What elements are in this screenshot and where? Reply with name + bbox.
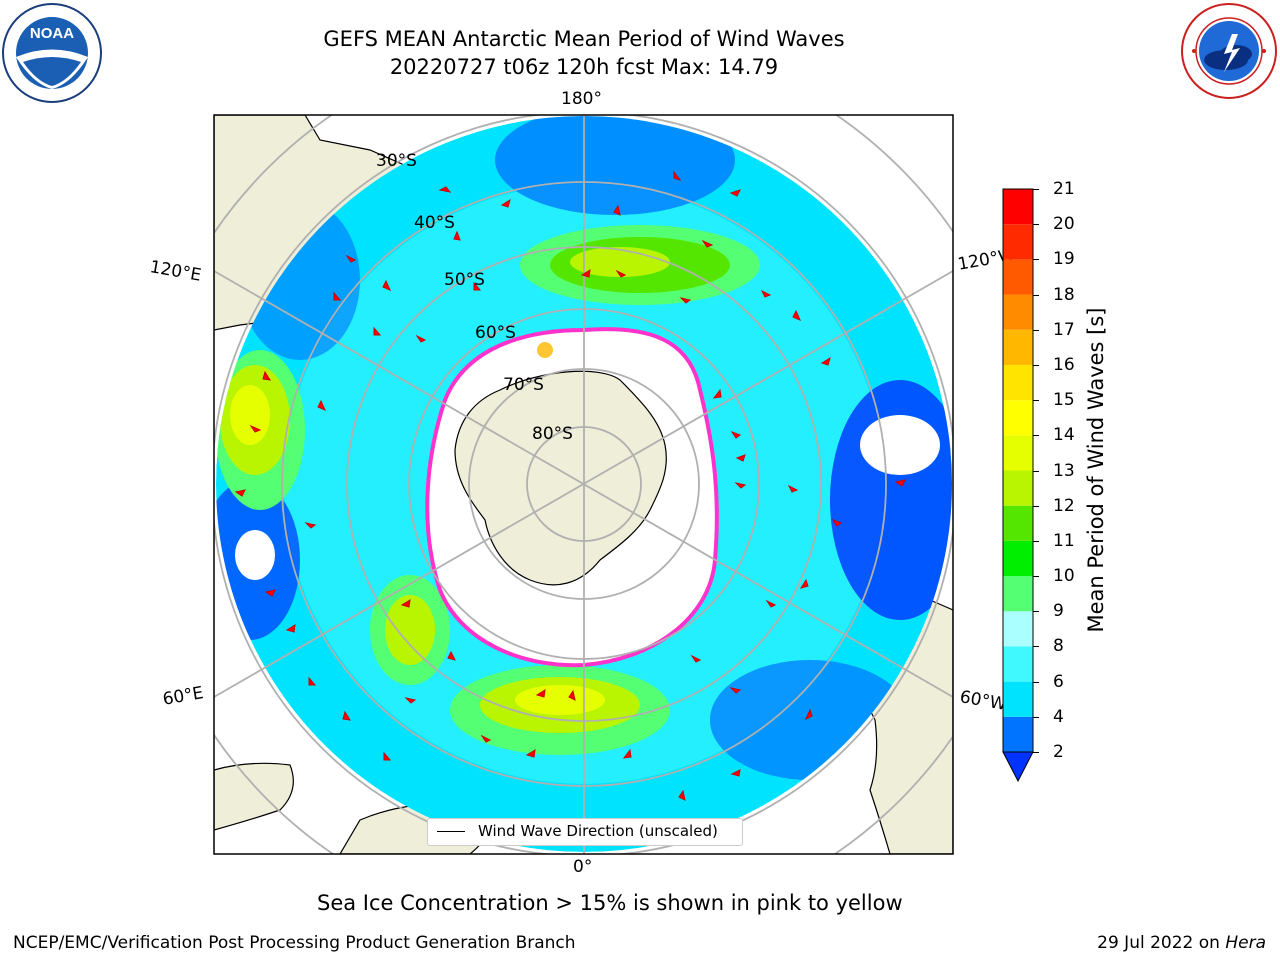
colorbar-tick-label: 20 — [1053, 214, 1075, 235]
antarctica — [454, 370, 667, 586]
colorbar-tick-mark — [1033, 294, 1039, 296]
colorbar-tick-mark — [1033, 716, 1039, 718]
colorbar-segment — [1003, 224, 1033, 260]
colorbar-tick-mark — [1033, 224, 1039, 226]
map-title: GEFS MEAN Antarctic Mean Period of Wind … — [323, 27, 845, 51]
colorbar-tick-label: 4 — [1053, 706, 1064, 727]
colorbar-tick-mark — [1033, 611, 1039, 613]
colorbar-segment — [1003, 364, 1033, 401]
colorbar-segment — [1003, 646, 1033, 682]
nws-logo — [1180, 2, 1278, 100]
footer-date: 29 Jul 2022 on Hera — [1097, 933, 1266, 953]
colorbar-tick-mark — [1033, 189, 1039, 190]
colorbar-segment — [1003, 716, 1033, 752]
colorbar-tick-label: 12 — [1053, 495, 1075, 516]
colorbar-tick-label: 8 — [1053, 636, 1064, 657]
lat-label-80s: 80°S — [532, 424, 573, 444]
colorbar-segment — [1003, 329, 1033, 365]
colorbar-segment — [1003, 435, 1033, 471]
colorbar-tick-mark — [1033, 470, 1039, 472]
colorbar-segment — [1003, 400, 1033, 436]
colorbar-segment — [1003, 294, 1033, 330]
colorbar-segment — [1003, 611, 1033, 647]
colorbar-tick-label: 6 — [1053, 671, 1064, 692]
colorbar-segment — [1003, 259, 1033, 295]
colorbar-tick-label: 2 — [1053, 742, 1064, 762]
colorbar-tick-label: 17 — [1053, 319, 1075, 340]
lat-label-40s: 40°S — [414, 213, 455, 233]
colorbar-tick-mark — [1033, 435, 1039, 437]
colorbar-tick-label: 18 — [1053, 284, 1075, 305]
colorbar-tick-label: 21 — [1053, 179, 1075, 199]
colorbar-tick-mark — [1033, 540, 1039, 542]
lat-label-50s: 50°S — [444, 270, 485, 290]
colorbar-tick-mark — [1033, 576, 1039, 578]
colorbar-tick-mark — [1033, 646, 1039, 648]
colorbar-segment — [1003, 681, 1033, 717]
colorbar-tick-mark — [1033, 400, 1039, 402]
graticule — [214, 115, 953, 854]
lon-label-180: 180° — [561, 89, 602, 109]
colorbar-tick-mark — [1033, 259, 1039, 261]
colorbar-tick-mark — [1033, 505, 1039, 507]
svg-text:NOAA: NOAA — [30, 25, 74, 42]
colorbar-tick-mark — [1033, 329, 1039, 331]
colorbar-segment — [1003, 189, 1033, 225]
colorbar-tick-label: 15 — [1053, 390, 1075, 411]
lat-label-30s: 30°S — [376, 151, 417, 171]
legend-line-swatch — [437, 831, 465, 832]
colorbar-segment — [1003, 505, 1033, 541]
noaa-logo: NOAA — [1, 2, 103, 104]
colorbar-tick-mark — [1033, 364, 1039, 366]
legend-label: Wind Wave Direction (unscaled) — [478, 822, 718, 840]
colorbar-segment — [1003, 470, 1033, 506]
sea-ice-note: Sea Ice Concentration > 15% is shown in … — [317, 891, 903, 915]
lat-label-70s: 70°S — [503, 375, 544, 395]
colorbar-tick-label: 13 — [1053, 460, 1075, 481]
colorbar-tick-mark — [1033, 681, 1039, 683]
map-subtitle: 20220727 t06z 120h fcst Max: 14.79 — [389, 55, 779, 79]
colorbar-tick-mark — [1033, 752, 1039, 753]
footer-machine: Hera — [1225, 933, 1266, 953]
colorbar-segment — [1003, 576, 1033, 612]
colorbar-tick-label: 11 — [1053, 530, 1075, 551]
colorbar-tick-label: 16 — [1053, 354, 1075, 375]
colorbar-tick-label: 14 — [1053, 425, 1075, 446]
lat-label-60s: 60°S — [475, 323, 516, 343]
footer-branch: NCEP/EMC/Verification Post Processing Pr… — [13, 933, 576, 953]
colorbar-label: Mean Period of Wind Waves [s] — [1084, 307, 1108, 633]
colorbar-tick-label: 10 — [1053, 566, 1075, 587]
map-legend: Wind Wave Direction (unscaled) — [427, 818, 743, 846]
colorbar-tick-label: 19 — [1053, 249, 1075, 270]
colorbar-extend-min — [1002, 751, 1034, 783]
colorbar — [1002, 188, 1034, 783]
colorbar-segment — [1003, 540, 1033, 577]
footer-date-text: 29 Jul 2022 on — [1097, 933, 1226, 953]
wind-wave-direction-arrows — [234, 170, 906, 801]
lon-label-0: 0° — [573, 857, 593, 877]
colorbar-tick-label: 9 — [1053, 601, 1064, 622]
